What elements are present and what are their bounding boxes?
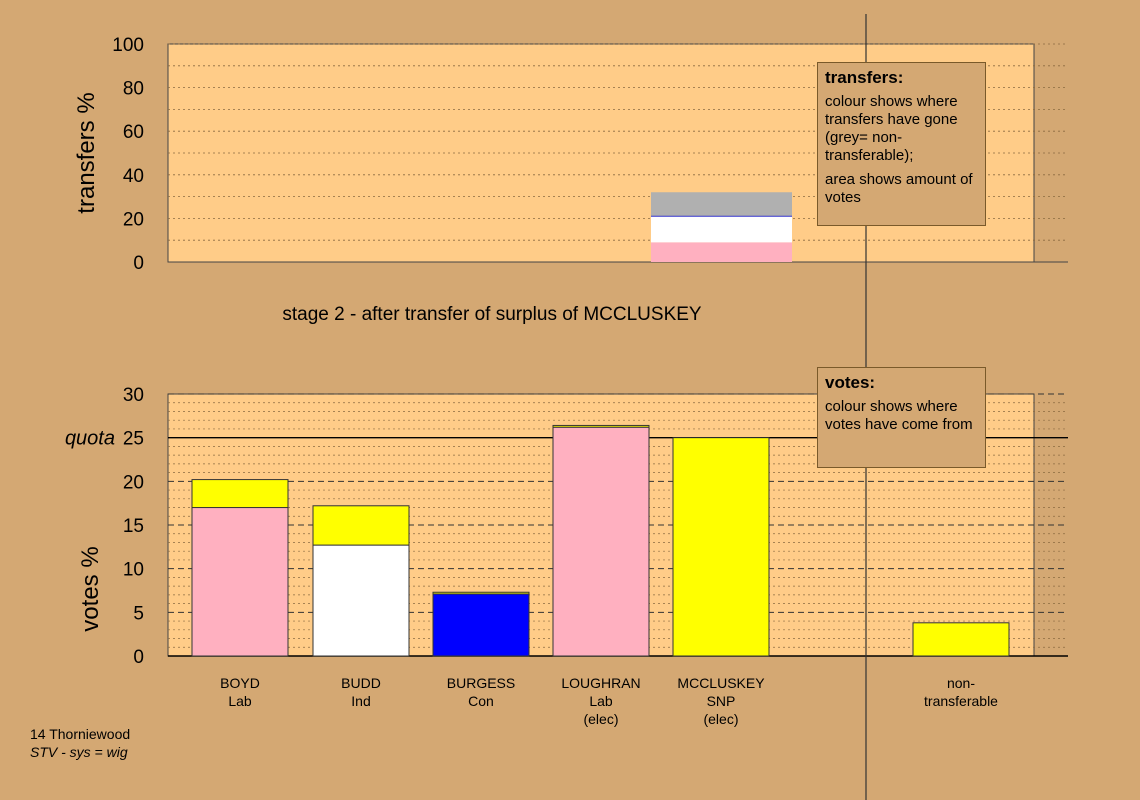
candidate-name-label: BUDD bbox=[341, 675, 381, 691]
vote-bar-segment bbox=[912, 622, 1010, 657]
votes-y-axis-title: votes % bbox=[77, 546, 104, 631]
candidate-party-label: Con bbox=[468, 693, 494, 709]
candidate-name-label: BOYD bbox=[220, 675, 260, 691]
candidate-party-label: transferable bbox=[924, 693, 998, 709]
quota-label: quota bbox=[65, 428, 115, 450]
transfers-y-tick-label: 60 bbox=[123, 122, 144, 143]
candidate-party-label: Lab bbox=[589, 693, 613, 709]
candidate-name-label: BURGESS bbox=[447, 675, 515, 691]
votes-legend: votes: colour shows where votes have com… bbox=[817, 367, 986, 468]
candidate-status-label: (elec) bbox=[703, 711, 738, 727]
transfer-bar-segment bbox=[651, 216, 792, 243]
candidate-name-label: non- bbox=[947, 675, 975, 691]
vote-bar-segment bbox=[552, 424, 650, 428]
candidate-party-label: SNP bbox=[707, 693, 736, 709]
vote-bar-segment bbox=[672, 437, 770, 657]
votes-y-tick-label: 30 bbox=[123, 385, 144, 406]
candidate-party-label: Lab bbox=[228, 693, 252, 709]
transfers-y-tick-label: 0 bbox=[133, 253, 144, 274]
vote-bar-segment bbox=[191, 507, 289, 657]
vote-bar-segment bbox=[312, 505, 410, 546]
transfers-y-tick-label: 100 bbox=[112, 35, 144, 56]
transfers-y-tick-label: 40 bbox=[123, 166, 144, 187]
transfers-y-tick-label: 80 bbox=[123, 79, 144, 100]
vote-bar-segment bbox=[432, 591, 530, 595]
transfers-y-axis-title: transfers % bbox=[73, 92, 100, 213]
transfers-legend-area-text: area shows amount of votes bbox=[825, 171, 973, 206]
vote-bar-segment bbox=[191, 479, 289, 509]
ward-label: 14 Thorniewood bbox=[30, 726, 131, 742]
candidate-name-label: LOUGHRAN bbox=[561, 675, 640, 691]
transfers-y-tick-label: 20 bbox=[123, 209, 144, 230]
candidate-name-label: MCCLUSKEY bbox=[677, 675, 765, 691]
transfers-legend-colour-text: colour shows where transfers have gone (… bbox=[825, 93, 958, 164]
transfer-bar-segment bbox=[651, 242, 792, 262]
votes-y-tick-label: 0 bbox=[133, 647, 144, 668]
votes-y-tick-label: 5 bbox=[133, 603, 144, 624]
transfer-bar-segment bbox=[651, 192, 792, 217]
transfers-legend-title: transfers: bbox=[825, 68, 904, 87]
votes-y-tick-label: 10 bbox=[123, 560, 144, 581]
stage-title: stage 2 - after transfer of surplus of M… bbox=[282, 304, 702, 325]
votes-y-tick-label: 25 bbox=[123, 429, 144, 450]
vote-bar-segment bbox=[432, 593, 530, 657]
candidate-party-label: Ind bbox=[351, 693, 370, 709]
candidate-status-label: (elec) bbox=[583, 711, 618, 727]
vote-bar-segment bbox=[312, 544, 410, 657]
votes-y-tick-label: 15 bbox=[123, 516, 144, 537]
vote-bar-segment bbox=[552, 426, 650, 657]
votes-legend-title: votes: bbox=[825, 373, 876, 392]
system-label: STV - sys = wig bbox=[30, 744, 128, 760]
transfers-legend: transfers: colour shows where transfers … bbox=[817, 62, 986, 226]
votes-y-tick-label: 20 bbox=[123, 472, 144, 493]
votes-legend-colour-text: colour shows where votes have come from bbox=[825, 398, 973, 433]
